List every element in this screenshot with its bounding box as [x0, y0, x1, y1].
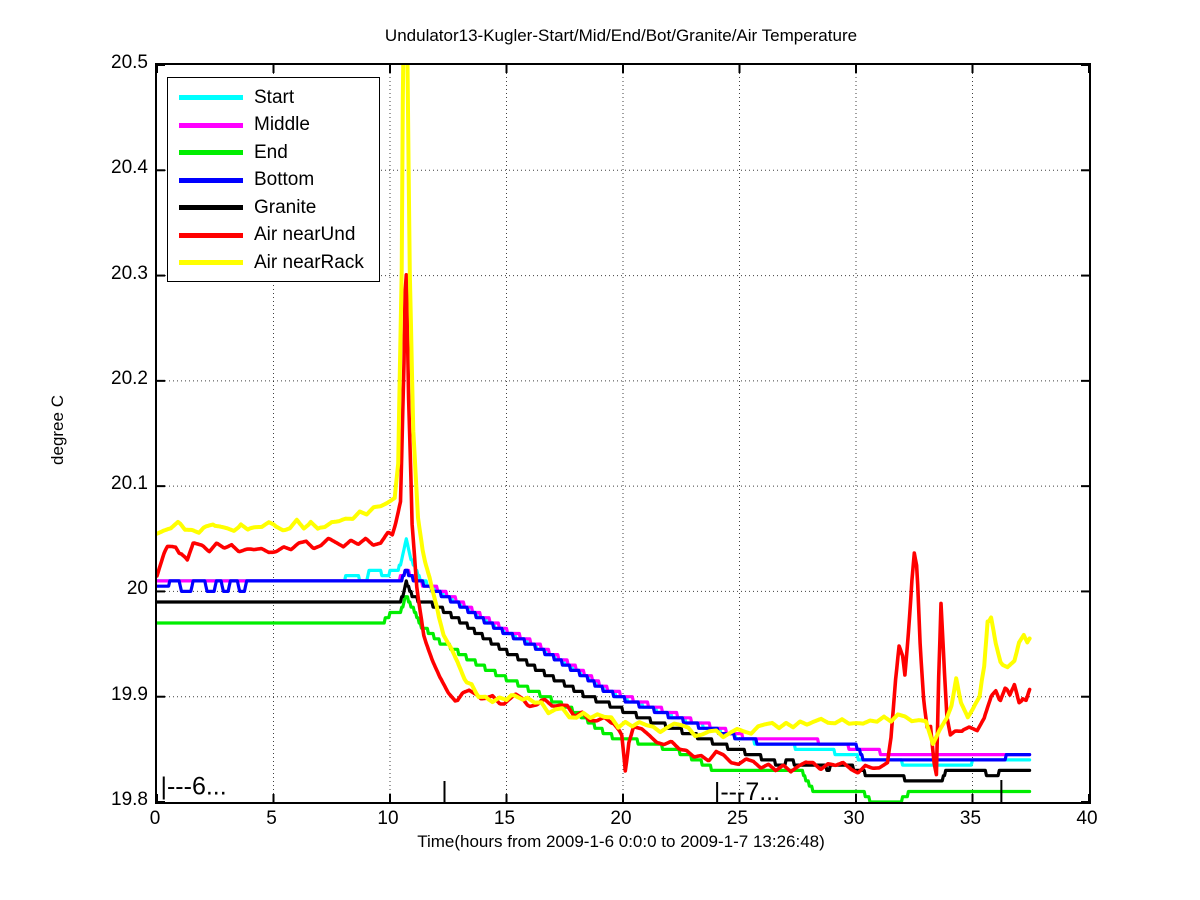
legend-label: Air nearRack — [254, 251, 364, 273]
legend-entry: Start — [168, 84, 379, 112]
legend-label: Start — [254, 86, 295, 108]
x-tick-label: 35 — [959, 808, 982, 829]
day-marker-annotation: |---6... — [160, 773, 226, 801]
legend-entry: Air nearUnd — [168, 222, 379, 250]
x-tick-label: 40 — [1076, 808, 1098, 829]
legend-entry: Granite — [168, 194, 379, 222]
y-tick-label: 20.4 — [111, 157, 148, 179]
x-tick-label: 25 — [726, 808, 749, 829]
gridlines — [157, 65, 1089, 802]
x-tick-label: 0 — [149, 808, 161, 829]
day-marker-annotation: | — [441, 777, 448, 802]
y-tick-label: 20 — [126, 578, 148, 600]
axis-ticks — [157, 65, 1089, 802]
legend-line-sample — [179, 177, 243, 183]
legend-label: Middle — [254, 114, 310, 136]
x-tick-label: 10 — [377, 808, 399, 829]
legend-entry: Air nearRack — [168, 249, 379, 277]
legend-line-sample — [179, 150, 243, 156]
series-line-air-nearund — [157, 273, 1032, 777]
x-tick-label: 15 — [493, 808, 516, 829]
annotations: |---6... | |---7... | — [160, 773, 1004, 802]
y-axis-label: degree C — [48, 395, 67, 465]
legend-line-sample — [179, 205, 243, 211]
y-tick-label: 19.8 — [111, 789, 148, 810]
data-series — [157, 65, 1032, 802]
legend-label: End — [254, 141, 288, 163]
chart-title: Undulator13-Kugler-Start/Mid/End/Bot/Gra… — [384, 26, 858, 45]
series-line-granite — [157, 579, 1032, 783]
y-tick-label: 20.2 — [111, 367, 148, 389]
chart-canvas: |---6... | |---7... | — [157, 65, 1089, 802]
series-line-air-nearrack — [157, 65, 1032, 746]
legend-entry: End — [168, 139, 379, 167]
legend-entry: Middle — [168, 112, 379, 140]
x-axis-label: Time(hours from 2009-1-6 0:0:0 to 2009-1… — [417, 832, 825, 851]
series-line-end — [157, 595, 1032, 802]
y-tick-label: 20.3 — [111, 262, 148, 284]
legend-label: Air nearUnd — [254, 224, 356, 246]
y-tick-label: 19.9 — [111, 683, 148, 705]
legend-line-sample — [179, 122, 243, 128]
legend-label: Bottom — [254, 169, 315, 191]
series-line-bottom — [157, 568, 1032, 762]
legend-line-sample — [179, 95, 243, 101]
legend-label: Granite — [254, 196, 317, 218]
y-tick-label: 20.5 — [111, 52, 148, 73]
day-marker-annotation: |---7... — [714, 778, 780, 802]
legend-entry: Bottom — [168, 167, 379, 195]
x-tick-label: 5 — [266, 808, 277, 829]
y-tick-label: 20.1 — [111, 473, 148, 495]
legend-line-sample — [179, 260, 243, 266]
legend-line-sample — [179, 232, 243, 238]
x-tick-label: 20 — [610, 808, 632, 829]
day-marker-annotation: | — [998, 776, 1005, 802]
x-tick-label: 30 — [843, 808, 865, 829]
legend: Start Middle End Bottom Granite Air nearUnd Ai… — [167, 77, 380, 282]
